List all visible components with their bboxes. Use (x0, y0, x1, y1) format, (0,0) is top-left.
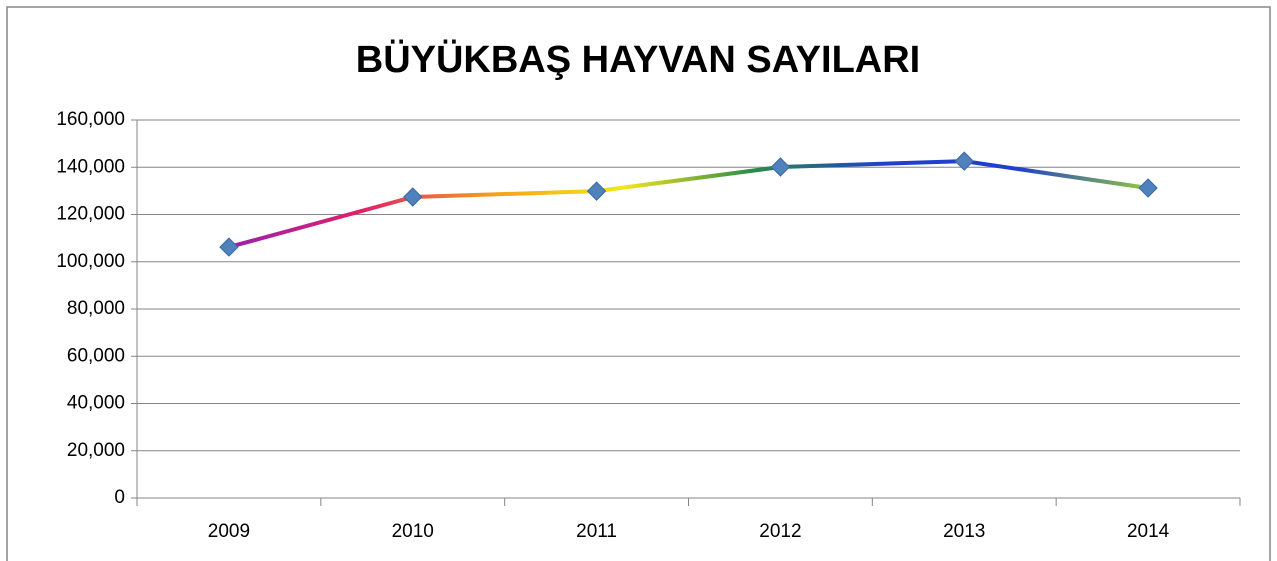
y-tick-label: 80,000 (67, 298, 125, 319)
x-tick-label: 2011 (576, 521, 617, 542)
data-marker (770, 157, 791, 177)
data-marker (403, 187, 423, 207)
data-marker (1138, 178, 1158, 198)
y-tick-label: 60,000 (67, 345, 125, 366)
x-tick-label: 2010 (392, 521, 434, 542)
y-tick-label: 160,000 (56, 109, 125, 130)
data-marker (219, 237, 239, 257)
chart-title: BÜYÜKBAŞ HAYVAN SAYILARI (356, 38, 920, 81)
data-marker (954, 151, 974, 171)
x-tick-label: 2014 (1127, 521, 1170, 542)
x-tick-label: 2009 (208, 521, 250, 542)
y-tick-label: 100,000 (56, 251, 125, 272)
x-tick-label: 2013 (943, 521, 985, 542)
chart-frame (6, 6, 1271, 561)
y-tick-label: 120,000 (56, 204, 125, 225)
data-marker (586, 181, 607, 201)
x-tick-label: 2012 (759, 521, 801, 542)
y-tick-label: 0 (114, 487, 125, 508)
y-tick-label: 140,000 (56, 156, 125, 177)
y-tick-label: 20,000 (67, 440, 125, 461)
y-tick-label: 40,000 (67, 393, 125, 414)
data-line (228, 159, 1149, 250)
